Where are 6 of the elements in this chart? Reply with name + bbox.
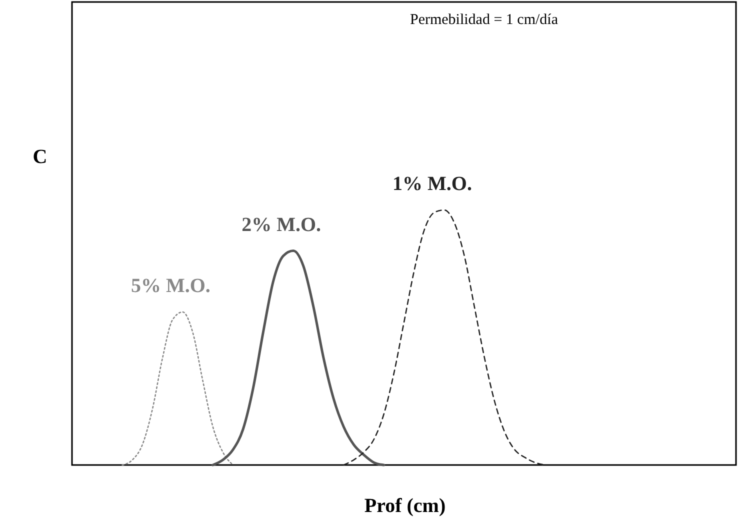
series-label: 2% M.O.	[242, 214, 322, 236]
series-label: 1% M.O.	[392, 173, 472, 195]
text: Permebilidad = 1 cm/día	[410, 12, 558, 28]
series-label: 5% M.O.	[130, 275, 210, 297]
y-axis-title: C	[32, 146, 48, 168]
x-axis-title: Prof (cm)	[364, 495, 446, 517]
